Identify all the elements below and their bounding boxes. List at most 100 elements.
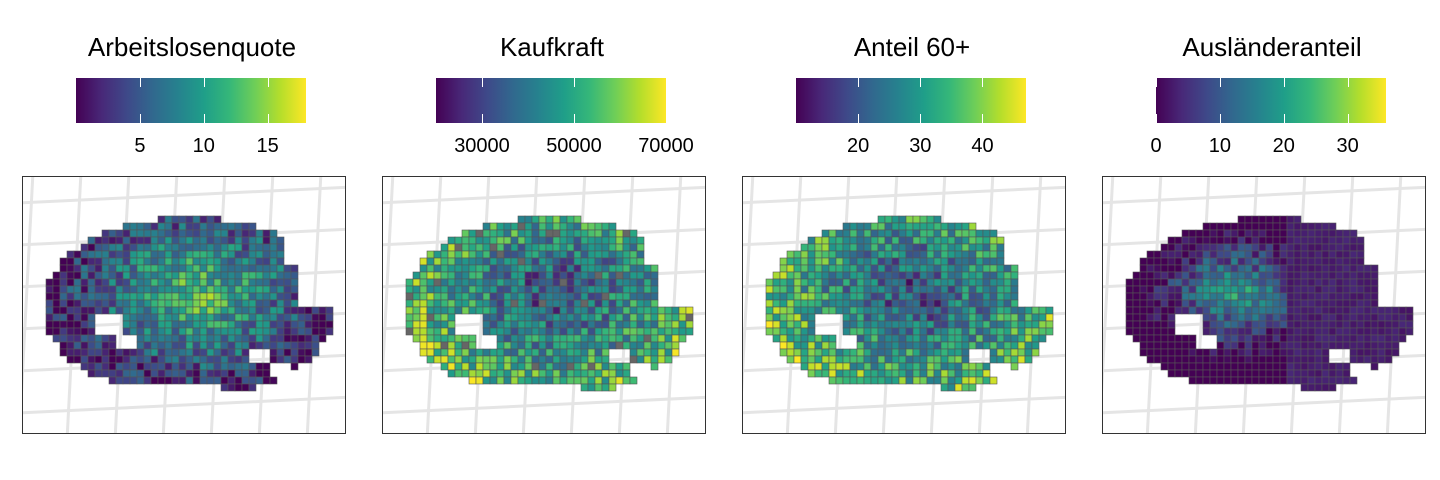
grid-cell [982,306,991,315]
grid-cell [828,250,837,259]
grid-cell [325,320,334,329]
colorbar-tick-mark [1283,78,1285,87]
grid-cell [248,271,257,280]
grid-cell [587,341,596,350]
grid-cell [59,285,68,294]
grid-cell [220,299,229,308]
grid-cell [150,250,159,259]
grid-cell [1223,229,1232,238]
grid-cell [73,334,82,343]
grid-cell [101,299,110,308]
grid-cell [503,348,512,357]
grid-cell [454,236,463,245]
grid-cell [150,236,159,245]
grid-cell [1328,376,1337,385]
grid-cell [115,257,124,266]
grid-cell [1167,285,1176,294]
grid-cell [891,313,900,322]
grid-cell [108,341,117,350]
grid-cell [954,229,963,238]
grid-cell [192,229,201,238]
grid-cell [870,320,879,329]
grid-cell [622,376,631,385]
grid-cell [968,250,977,259]
grid-cell [545,334,554,343]
grid-cell [835,250,844,259]
grid-cell [136,327,145,336]
colorbar-tick-mark [1347,78,1349,87]
grid-cell [1293,334,1302,343]
grid-cell [1139,271,1148,280]
grid-cell [1024,327,1033,336]
grid-cell [1202,257,1211,266]
grid-cell [1307,327,1316,336]
colorbar [1156,78,1386,123]
grid-cell [1307,278,1316,287]
grid-cell [1258,320,1267,329]
grid-cell [59,306,68,315]
grid-cell [1307,348,1316,357]
grid-cell [1251,362,1260,371]
grid-cell [821,250,830,259]
map-svg [383,177,705,433]
legend-title: Kaufkraft [499,32,605,62]
grid-cell [1160,264,1169,273]
grid-cell [954,334,963,343]
grid-cell [157,348,166,357]
grid-cell [496,362,505,371]
grid-cell [622,243,631,252]
colorbar-tick-label: 5 [134,135,146,157]
grid-cell [531,271,540,280]
grid-cell [447,313,456,322]
grid-cell [793,257,802,266]
grid-cell [926,334,935,343]
grid-cell [566,285,575,294]
grid-cell [856,292,865,301]
grid-cell [1356,236,1365,245]
grid-cell [947,285,956,294]
grid-cell [241,327,250,336]
grid-cell [587,285,596,294]
grid-cell [129,229,138,238]
grid-cell [482,229,491,238]
grid-cell [1370,313,1379,322]
grid-cell [1321,257,1330,266]
grid-cell [664,320,673,329]
grid-cell [1230,327,1239,336]
grid-cell [1230,278,1239,287]
grid-cell [468,299,477,308]
grid-cell [828,243,837,252]
grid-cell [531,327,540,336]
grid-cell [206,278,215,287]
grid-cell [1181,236,1190,245]
grid-cell [461,229,470,238]
grid-cell [206,299,215,308]
grid-cell [171,327,180,336]
grid-cell [919,222,928,231]
grid-cell [1377,320,1386,329]
grid-cell [150,348,159,357]
grid-cell [1181,243,1190,252]
grid-cell [206,292,215,301]
grid-cell [311,327,320,336]
grid-cell [1230,355,1239,364]
grid-cell [870,229,879,238]
grid-cell [919,376,928,385]
grid-cell [1279,362,1288,371]
grid-cell [269,250,278,259]
grid-cell [870,362,879,371]
grid-cell [482,271,491,280]
grid-cell [262,243,271,252]
grid-cell [185,215,194,224]
grid-cell [136,292,145,301]
grid-cell [157,369,166,378]
grid-cell [1031,327,1040,336]
grid-cell [975,292,984,301]
grid-cell [1237,278,1246,287]
grid-cell [1258,334,1267,343]
grid-cell [489,257,498,266]
grid-cell [433,278,442,287]
grid-cell [1335,278,1344,287]
grid-cell [115,306,124,315]
grid-cell [552,369,561,378]
